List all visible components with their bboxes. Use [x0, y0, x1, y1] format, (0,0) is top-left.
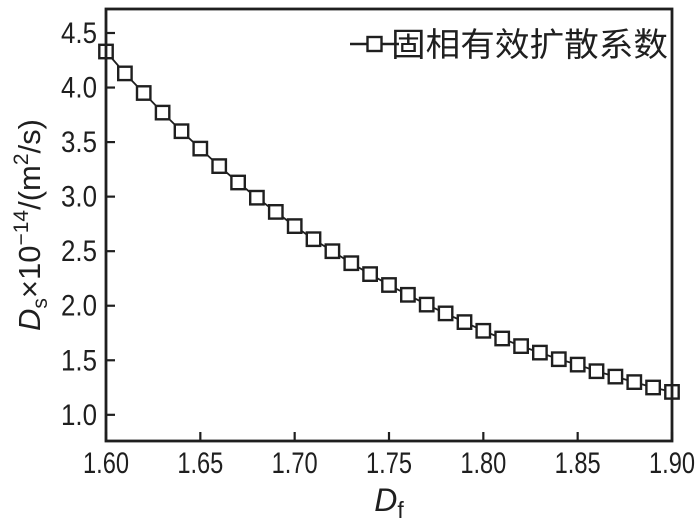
- y-tick-label: 3.5: [61, 126, 97, 159]
- data-point-marker: [475, 322, 492, 339]
- x-tick-label: 1.60: [83, 447, 129, 480]
- legend: 固相有效扩散系数: [350, 26, 668, 63]
- y-tick-label: 4.0: [61, 72, 97, 105]
- data-point-marker: [381, 277, 397, 293]
- data-point-marker: [362, 266, 378, 282]
- x-tick-label: 1.70: [272, 447, 318, 480]
- axis-label-segment: f: [397, 497, 404, 523]
- data-point-marker: [400, 286, 416, 303]
- x-tick-label: 1.65: [177, 447, 223, 480]
- y-tick-label: 1.0: [61, 399, 97, 432]
- x-tick-label: 1.90: [649, 447, 695, 480]
- legend-label: 固相有效扩散系数: [391, 26, 668, 63]
- axis-label-segment: /(m: [12, 165, 47, 210]
- y-tick-label: 2.5: [61, 235, 97, 268]
- y-tick-label: 3.0: [61, 181, 97, 214]
- y-tick-label: 1.5: [61, 344, 97, 377]
- data-point-marker: [532, 344, 548, 361]
- y-axis-label: Ds×10−14/(m2/s): [10, 119, 52, 331]
- data-point-marker: [494, 330, 511, 347]
- data-point-marker: [626, 374, 643, 390]
- series-solid-phase-diffusion: [98, 43, 680, 400]
- data-point-marker: [135, 85, 152, 101]
- data-point-marker: [154, 104, 171, 121]
- data-point-marker: [607, 368, 624, 385]
- y-axis: 1.0 1.5 2.0 2.5 3.0 3.5 4.0 4.5: [61, 17, 115, 432]
- x-tick-label: 1.80: [460, 447, 506, 480]
- data-point-marker: [211, 158, 228, 174]
- y-tick-label: 4.5: [61, 17, 97, 50]
- data-point-marker: [437, 305, 454, 322]
- data-point-marker: [324, 243, 341, 260]
- x-axis-label: Df: [374, 482, 404, 523]
- data-point-marker: [192, 140, 209, 157]
- axis-label-segment: −14: [10, 210, 33, 246]
- data-point-marker: [343, 255, 360, 272]
- data-point-marker: [550, 351, 567, 368]
- data-point-marker: [286, 218, 303, 234]
- x-tick-label: 1.85: [555, 447, 601, 480]
- x-axis: 1.60 1.65 1.70 1.75 1.80 1.85 1.90: [83, 432, 695, 480]
- axis-label-segment: ×10: [12, 246, 47, 299]
- axis-label-segment: /s): [12, 119, 47, 153]
- data-point-marker: [418, 296, 435, 313]
- axis-label-segment: D: [374, 482, 397, 518]
- series-line: [105, 50, 673, 393]
- data-point-marker: [116, 65, 133, 82]
- plot-border: [104, 7, 674, 443]
- x-tick-label: 1.75: [366, 447, 412, 480]
- axis-label-segment: s: [29, 298, 52, 309]
- axis-label-segment: 2: [10, 153, 33, 165]
- axis-label-segment: D: [12, 309, 47, 331]
- legend-marker-square: [366, 35, 383, 53]
- data-point-marker: [513, 338, 530, 354]
- y-tick-label: 2.0: [61, 290, 97, 323]
- data-point-marker: [267, 203, 284, 220]
- data-point-marker: [645, 379, 662, 396]
- data-point-marker: [569, 356, 586, 373]
- data-point-marker: [456, 314, 473, 330]
- data-point-marker: [588, 363, 605, 380]
- data-point-marker: [248, 189, 265, 206]
- data-point-marker: [230, 174, 246, 191]
- data-point-marker: [173, 123, 190, 140]
- data-point-marker: [305, 231, 322, 248]
